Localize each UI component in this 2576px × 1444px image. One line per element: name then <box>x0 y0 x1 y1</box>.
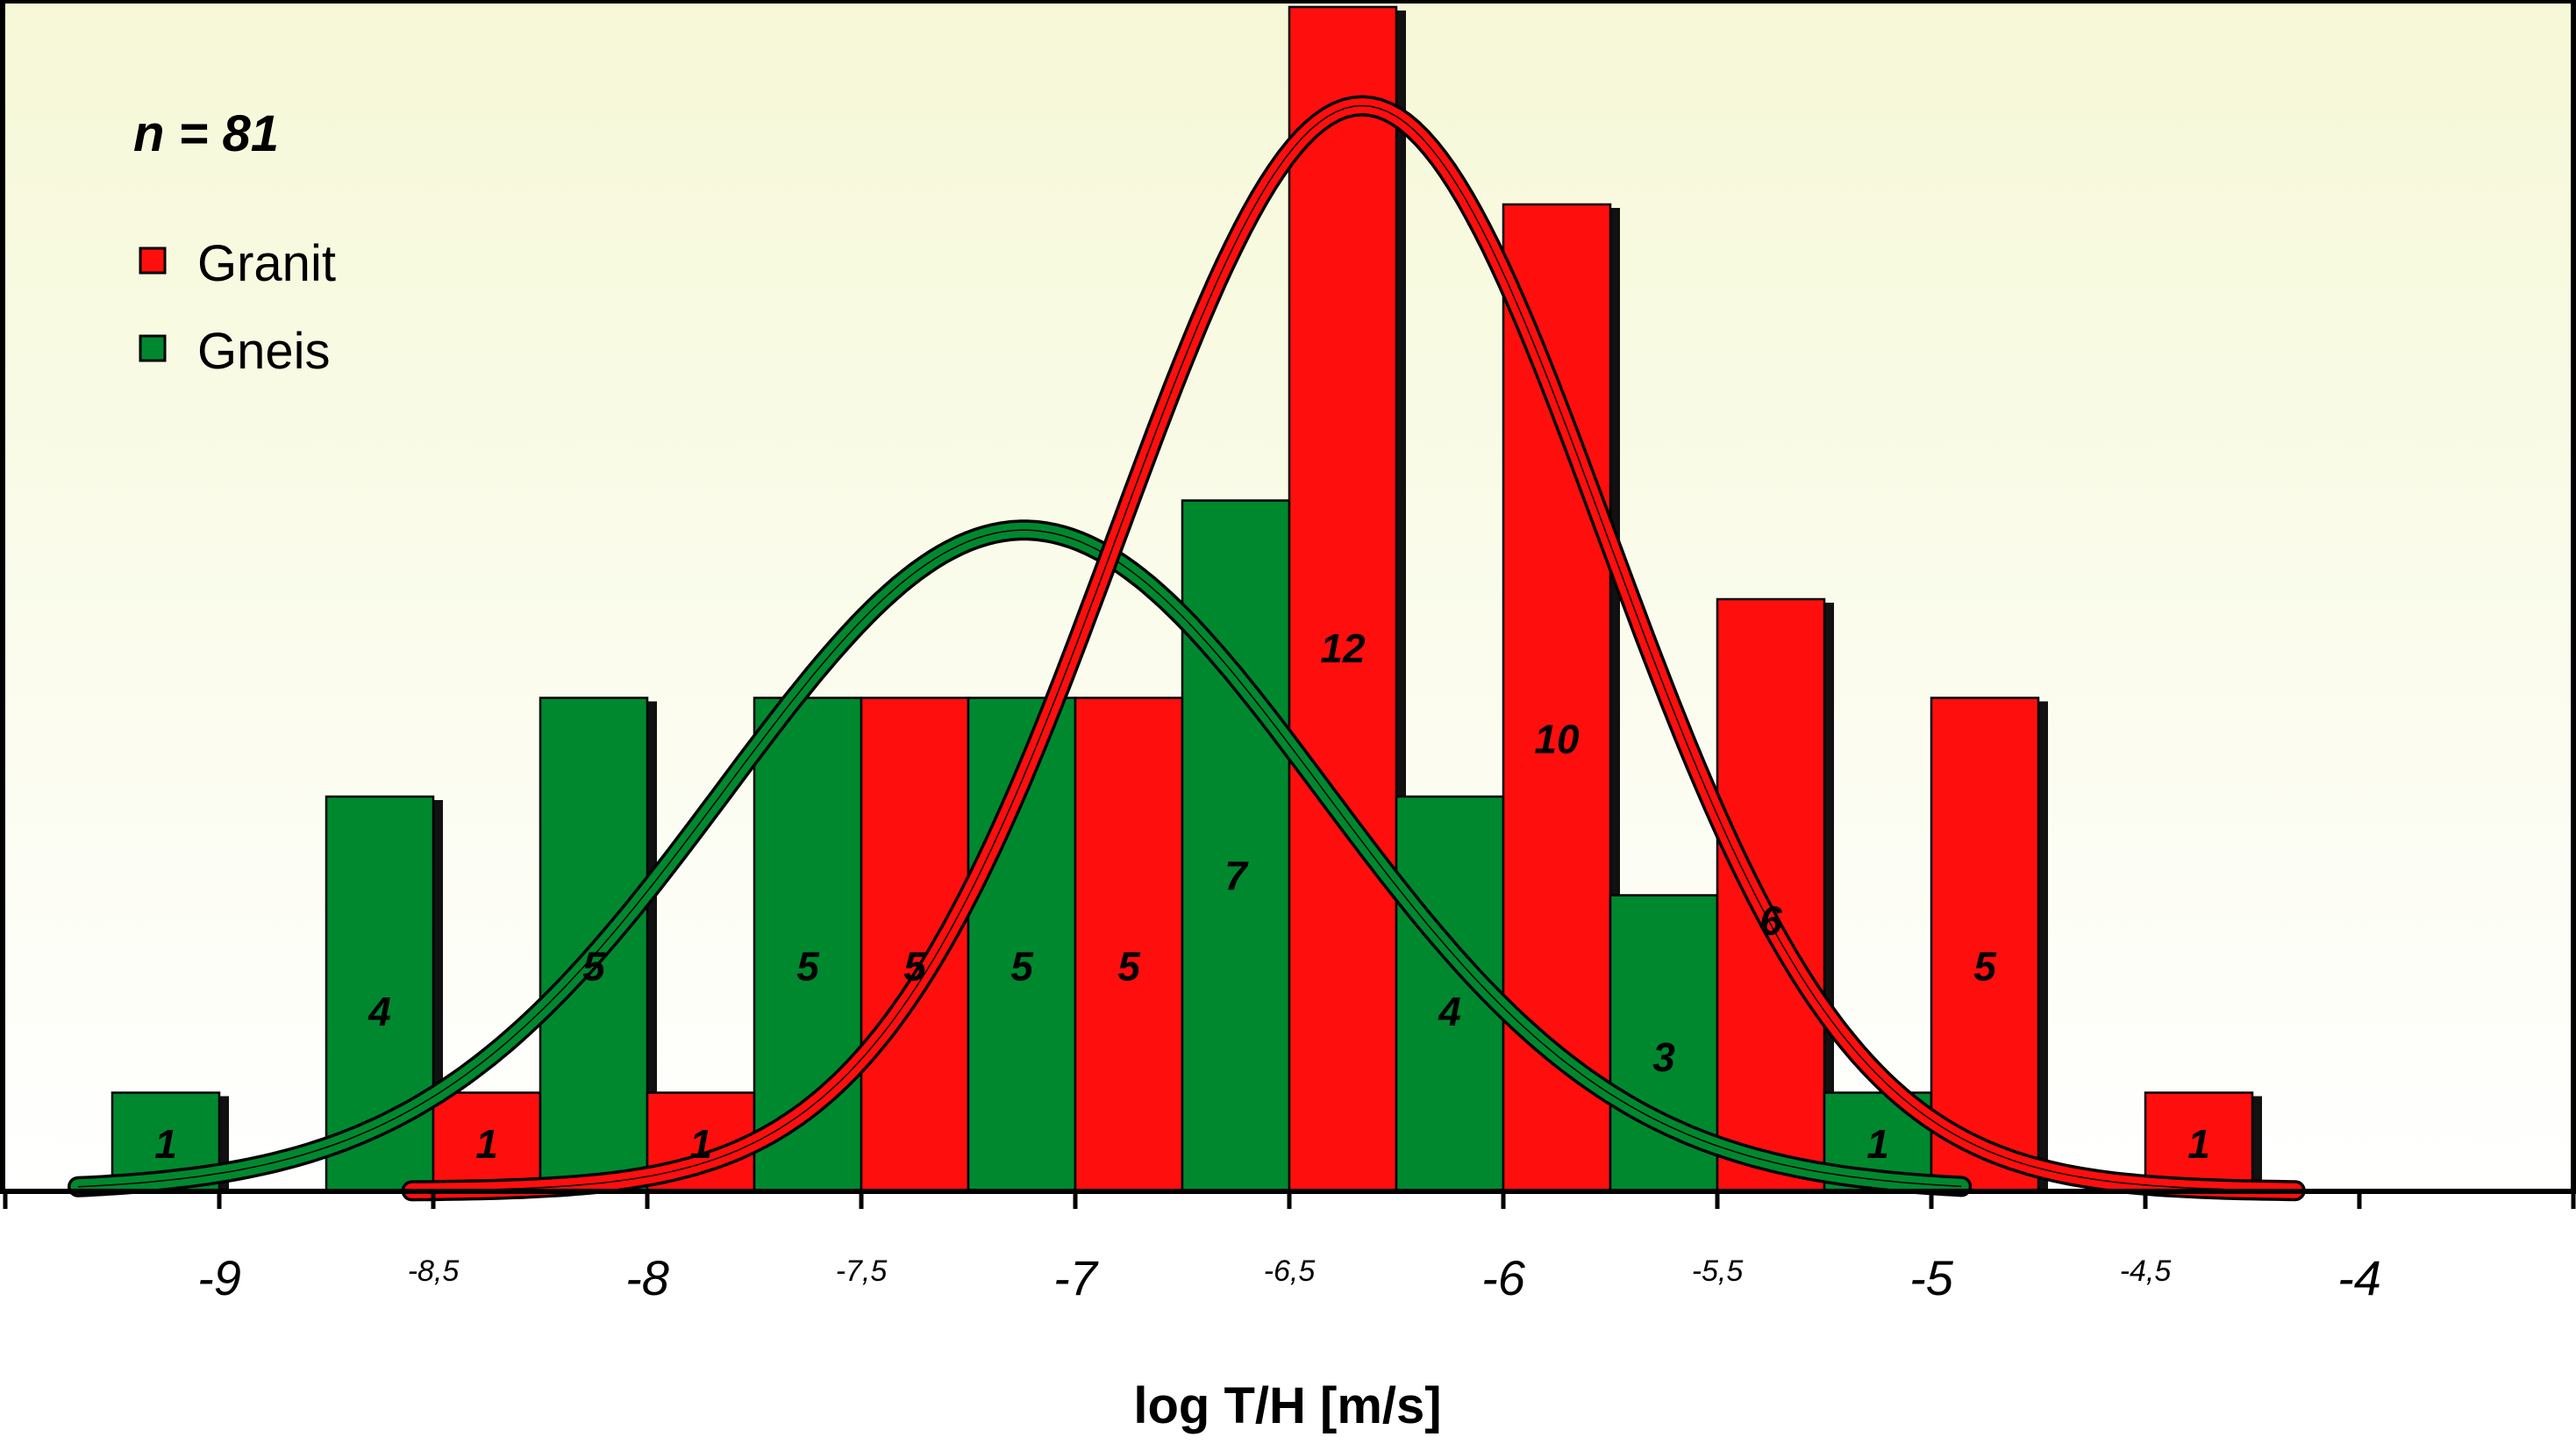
bar-label-gneis-0: 1 <box>154 1121 177 1167</box>
bar-label-granit-7: 5 <box>1973 943 1997 989</box>
bar-gneis-5 <box>1181 499 1291 1193</box>
x-axis: -9 -8,5 -8 -7,5 -7 -6,5 -6 -5,5 -5 -4,5 -4 <box>0 1189 2576 1305</box>
curve-centerline-granit <box>411 104 2295 1192</box>
bar-label-granit-8: 1 <box>2187 1121 2210 1167</box>
bar-granit-7 <box>1930 697 2040 1193</box>
legend: Granit Gneis <box>139 235 336 380</box>
bar-label-granit-0: 1 <box>475 1121 498 1167</box>
x-tick-label: -5 <box>1909 1250 1954 1305</box>
legend-label-gneis: Gneis <box>197 323 331 380</box>
bar-label-gneis-2: 5 <box>582 943 606 989</box>
bar-label-granit-1: 1 <box>689 1121 712 1167</box>
legend-swatch-granit <box>139 247 167 275</box>
x-tick-label: -6,5 <box>1264 1255 1316 1288</box>
curve-centerline-gneis <box>77 529 1962 1188</box>
x-tick-label: -5,5 <box>1692 1255 1744 1288</box>
bar-label-granit-3: 5 <box>1117 943 1141 989</box>
bar-label-gneis-1: 4 <box>367 989 391 1034</box>
x-tick-label: -4,5 <box>2120 1255 2172 1288</box>
bar-granit-4 <box>1288 5 1398 1193</box>
x-tick-label: -7 <box>1053 1250 1099 1305</box>
bar-label-gneis-4: 5 <box>1010 943 1034 989</box>
bar-label-gneis-3: 5 <box>796 943 820 989</box>
bar-granit-0 <box>432 1091 542 1193</box>
bar-label-granit-4: 12 <box>1320 625 1366 671</box>
bar-label-granit-6: 6 <box>1759 898 1782 944</box>
bar-label-gneis-8: 1 <box>1866 1121 1889 1167</box>
curves-layer <box>68 95 2306 1202</box>
x-axis-label: log T/H [m/s] <box>1133 1377 1441 1434</box>
x-tick-label: -6 <box>1481 1250 1526 1305</box>
bar-label-gneis-6: 4 <box>1438 989 1461 1034</box>
bar-label-gneis-5: 7 <box>1224 853 1249 898</box>
bar-label-gneis-7: 3 <box>1652 1034 1675 1080</box>
x-tick-label: -9 <box>197 1250 241 1305</box>
bar-granit-6 <box>1716 597 1826 1193</box>
sample-size-annotation: n = 81 <box>133 105 279 162</box>
x-tick-label: -7,5 <box>836 1255 888 1288</box>
legend-label-granit: Granit <box>197 235 336 292</box>
legend-swatch-gneis <box>139 334 167 362</box>
bar-label-granit-5: 10 <box>1534 717 1580 762</box>
x-tick-label: -8 <box>625 1250 669 1305</box>
x-tick-label: -4 <box>2337 1250 2381 1305</box>
bar-granit-3 <box>1074 697 1184 1193</box>
bar-value-labels: 1 4 1 5 1 5 5 5 5 7 12 4 10 3 6 1 5 1 <box>154 625 2210 1167</box>
bar-label-granit-2: 5 <box>903 943 927 989</box>
x-tick-label: -8,5 <box>408 1255 460 1288</box>
